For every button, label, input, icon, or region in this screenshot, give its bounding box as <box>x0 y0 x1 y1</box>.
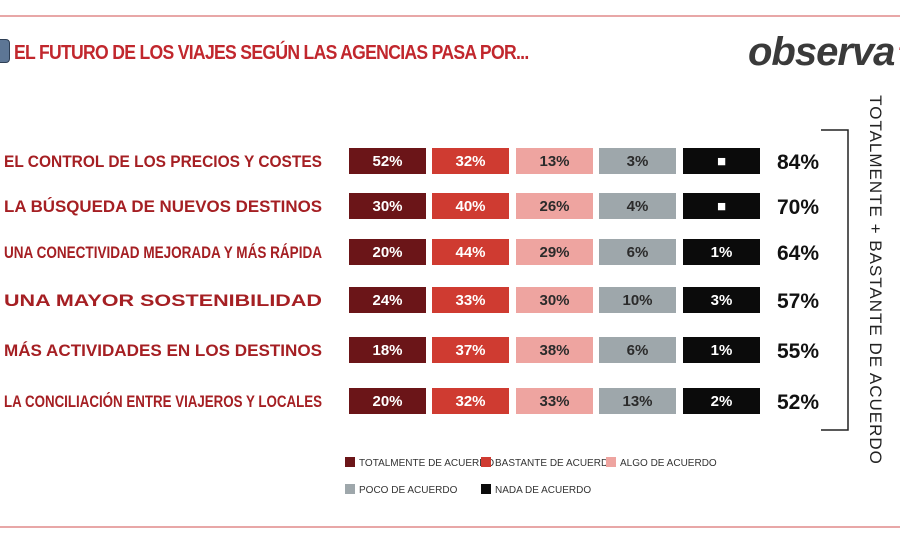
row-label: MÁS ACTIVIDADES EN LOS DESTINOS <box>4 341 322 360</box>
total-value: 55% <box>777 340 819 363</box>
bar-segment <box>683 148 760 174</box>
bar-segment <box>516 337 593 363</box>
bar-value-label: 33% <box>539 393 569 410</box>
bottom-rule <box>0 526 900 528</box>
bar-segment <box>683 287 760 313</box>
totals-side-label: TOTALMENTE + BASTANTE DE ACUERDO <box>866 95 885 465</box>
bar-value-label: ■ <box>717 153 726 170</box>
bar-segment <box>349 287 426 313</box>
legend-label: POCO DE ACUERDO <box>359 485 458 496</box>
brand-logo: observaTU <box>748 30 900 75</box>
legend-swatch <box>481 457 491 467</box>
brand-accent: TU <box>897 41 900 71</box>
bar-segment <box>432 388 509 414</box>
bar-segment <box>432 337 509 363</box>
legend-swatch <box>345 484 355 494</box>
bar-segment <box>432 287 509 313</box>
row-label: UNA MAYOR SOSTENIBILIDAD <box>4 291 322 310</box>
bar-value-label: 1% <box>711 342 733 359</box>
bar-value-label: 6% <box>627 342 649 359</box>
legend-label: TOTALMENTE DE ACUERDO <box>359 458 494 469</box>
totals-bracket <box>821 129 849 431</box>
bar-value-label: 44% <box>455 244 485 261</box>
bar-segment <box>683 337 760 363</box>
bar-value-label: 2% <box>711 393 733 410</box>
bar-value-label: 3% <box>711 292 733 309</box>
bar-value-label: 13% <box>539 153 569 170</box>
bar-segment <box>516 239 593 265</box>
bar-value-label: 30% <box>372 198 402 215</box>
legend-label: BASTANTE DE ACUERDO <box>495 458 616 469</box>
legend-swatch <box>481 484 491 494</box>
bar-value-label: 10% <box>622 292 652 309</box>
total-value: 64% <box>777 242 819 265</box>
bar-value-label: 32% <box>455 153 485 170</box>
bar-value-label: 40% <box>455 198 485 215</box>
bar-value-label: 4% <box>627 198 649 215</box>
total-value: 57% <box>777 290 819 313</box>
bar-value-label: 20% <box>372 393 402 410</box>
bar-value-label: 1% <box>711 244 733 261</box>
bar-segment <box>599 193 676 219</box>
bar-segment <box>599 287 676 313</box>
top-rule <box>0 15 900 17</box>
bar-segment <box>349 193 426 219</box>
legend-swatch <box>606 457 616 467</box>
row-label: LA BÚSQUEDA DE NUEVOS DESTINOS <box>4 197 322 216</box>
total-value: 84% <box>777 151 819 174</box>
total-value: 52% <box>777 391 819 414</box>
bar-segment <box>683 193 760 219</box>
bar-value-label: 3% <box>627 153 649 170</box>
bar-value-label: 30% <box>539 292 569 309</box>
bar-value-label: 33% <box>455 292 485 309</box>
bar-segment <box>349 148 426 174</box>
row-label: EL CONTROL DE LOS PRECIOS Y COSTES <box>4 152 322 171</box>
bar-segment <box>683 239 760 265</box>
bar-segment <box>599 148 676 174</box>
bar-segment <box>349 337 426 363</box>
bar-value-label: 18% <box>372 342 402 359</box>
bar-value-label: 38% <box>539 342 569 359</box>
legend-swatch <box>345 457 355 467</box>
row-label: UNA CONECTIVIDAD MEJORADA Y MÁS RÁPIDA <box>4 243 322 262</box>
legend-label: ALGO DE ACUERDO <box>620 458 717 469</box>
title-badge-icon <box>0 39 10 63</box>
bar-segment <box>599 337 676 363</box>
bar-value-label: 6% <box>627 244 649 261</box>
bar-value-label: 29% <box>539 244 569 261</box>
legend-label: NADA DE ACUERDO <box>495 485 591 496</box>
bar-segment <box>599 388 676 414</box>
bar-segment <box>599 239 676 265</box>
bar-segment <box>516 287 593 313</box>
bar-value-label: 37% <box>455 342 485 359</box>
bar-segment <box>516 148 593 174</box>
bar-value-label: 20% <box>372 244 402 261</box>
bar-segment <box>349 239 426 265</box>
brand-name: observa <box>748 30 895 74</box>
bar-value-label: 52% <box>372 153 402 170</box>
bar-segment <box>432 193 509 219</box>
bar-value-label: 24% <box>372 292 402 309</box>
bar-value-label: 32% <box>455 393 485 410</box>
bar-value-label: ■ <box>717 198 726 215</box>
page-title: EL FUTURO DE LOS VIAJES SEGÚN LAS AGENCI… <box>14 42 529 64</box>
total-value: 70% <box>777 196 819 219</box>
bar-segment <box>432 148 509 174</box>
bar-value-label: 13% <box>622 393 652 410</box>
bar-segment <box>349 388 426 414</box>
bar-segment <box>516 388 593 414</box>
row-label: LA CONCILIACIÓN ENTRE VIAJEROS Y LOCALES <box>4 392 322 411</box>
bar-segment <box>683 388 760 414</box>
bar-segment <box>516 193 593 219</box>
bar-value-label: 26% <box>539 198 569 215</box>
bar-segment <box>432 239 509 265</box>
